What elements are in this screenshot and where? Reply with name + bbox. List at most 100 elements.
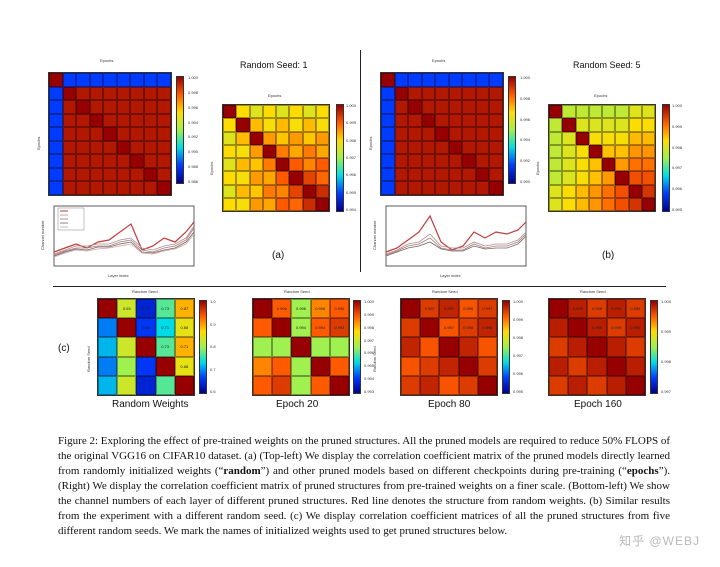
heatmap-cell <box>62 73 77 87</box>
heatmap-cell <box>628 105 642 119</box>
heatmap-cell <box>262 105 276 119</box>
heatmap-cell <box>116 154 131 168</box>
heatmap-cell <box>130 73 144 87</box>
heatmap-cell <box>89 167 104 182</box>
heatmap-cell <box>489 154 503 168</box>
heatmap-cell <box>272 318 292 338</box>
heatmap-cell <box>394 86 409 101</box>
heatmap-cell <box>394 73 409 87</box>
heatmap-cell <box>89 127 104 141</box>
heatmap-cell <box>62 167 77 182</box>
heatmap-cell <box>62 127 77 141</box>
heatmap-cell <box>103 167 117 182</box>
heatmap-cell <box>62 113 77 128</box>
c-e80-top-label: Random Seed <box>432 289 458 294</box>
panel-b-line-chart <box>385 205 527 267</box>
heatmap-cell <box>381 181 395 195</box>
heatmap-cell: 0.999 <box>606 299 626 319</box>
heatmap-cell <box>549 158 563 172</box>
heatmap-cell <box>116 167 131 182</box>
heatmap-cell <box>575 131 589 145</box>
heatmap-cell <box>262 158 276 172</box>
heatmap-cell <box>276 144 290 158</box>
heatmap-cell <box>435 86 449 101</box>
heatmap-cell <box>253 318 273 338</box>
heatmap-cell <box>174 375 194 395</box>
c-epoch20-matrix: 0.996 0.996 0.996 0.996 0.994 0.994 0.993 <box>252 298 350 396</box>
colorbar-tick: 0.994 <box>520 137 531 143</box>
heatmap-cell <box>448 113 463 128</box>
heatmap-cell <box>116 181 131 195</box>
heatmap-cell <box>394 127 409 141</box>
heatmap-cell <box>381 127 395 141</box>
heatmap-cell <box>310 356 330 376</box>
heatmap-cell <box>381 154 395 168</box>
colorbar-tick: 0.990 <box>520 179 531 184</box>
heatmap-cell <box>575 118 589 132</box>
heatmap-cell <box>76 181 90 195</box>
heatmap-cell <box>130 167 144 182</box>
heatmap-cell: 0.999 <box>625 299 645 319</box>
panel-a-big-side-label: Epochs <box>36 136 41 150</box>
panel-a-big-top-label: Epochs <box>100 58 114 63</box>
heatmap-cell: 0.998 <box>458 318 478 338</box>
heatmap-cell <box>103 127 117 141</box>
heatmap-cell <box>615 118 629 132</box>
heatmap-cell <box>76 100 90 114</box>
heatmap-cell <box>98 356 118 376</box>
heatmap-cell <box>89 181 104 195</box>
heatmap-cell <box>489 86 503 101</box>
heatmap-cell <box>157 100 171 114</box>
heatmap-cell <box>155 356 175 376</box>
colorbar-tick: 0.986 <box>188 179 199 184</box>
heatmap-cell <box>381 100 395 114</box>
heatmap-cell <box>289 131 303 145</box>
panel-a-zoom-side-label: Epochs <box>209 161 214 175</box>
heatmap-cell <box>587 356 607 376</box>
heatmap-cell <box>302 184 316 198</box>
colorbar-tick: 0.992 <box>188 134 199 140</box>
heatmap-cell <box>249 131 263 145</box>
heatmap-cell <box>602 105 616 119</box>
heatmap-cell <box>143 100 158 114</box>
c-rw-subtitle: Random Weights <box>112 399 189 410</box>
heatmap-cell <box>262 118 276 132</box>
heatmap-cell <box>408 100 422 114</box>
heatmap-cell <box>310 375 330 395</box>
colorbar-tick: 0.6 <box>210 389 216 394</box>
heatmap-cell: 0.71 <box>155 318 175 338</box>
heatmap-cell <box>315 197 329 211</box>
colorbar-tick: 0.7 <box>210 366 216 372</box>
heatmap-cell <box>302 158 316 172</box>
heatmap-cell <box>143 154 158 168</box>
heatmap-cell <box>103 86 117 101</box>
heatmap-cell <box>439 375 459 395</box>
heatmap-cell <box>236 171 250 185</box>
heatmap-cell <box>549 105 563 119</box>
heatmap-cell <box>143 113 158 128</box>
heatmap-cell <box>116 86 131 101</box>
heatmap-cell <box>381 167 395 182</box>
heatmap-cell <box>49 113 63 128</box>
heatmap-cell <box>236 158 250 172</box>
colorbar-tick: 0.997 <box>346 155 357 160</box>
heatmap-cell <box>575 184 589 198</box>
panel-b-line-ylabel: Channel number <box>372 220 377 250</box>
heatmap-cell <box>116 113 131 128</box>
heatmap-cell <box>253 299 273 319</box>
colorbar-tick: 0.995 <box>346 189 357 195</box>
heatmap-cell: 0.993 <box>329 318 349 338</box>
c-epoch80-matrix: 0.997 0.997 0.996 0.997 0.997 0.998 0.996 <box>400 298 498 396</box>
colorbar-tick: 0.996 <box>188 104 199 110</box>
heatmap-cell <box>625 356 645 376</box>
heatmap-cell <box>462 181 476 195</box>
heatmap-cell: 0.998 <box>587 318 607 338</box>
heatmap-cell <box>249 118 263 132</box>
colorbar-tick: 0.994 <box>364 376 375 382</box>
colorbar-tick: 0.996 <box>520 116 531 122</box>
heatmap-cell <box>98 318 118 338</box>
heatmap-cell <box>587 337 607 357</box>
heatmap-cell: 0.999 <box>606 318 626 338</box>
heatmap-cell <box>130 113 144 128</box>
heatmap-cell <box>394 100 409 114</box>
